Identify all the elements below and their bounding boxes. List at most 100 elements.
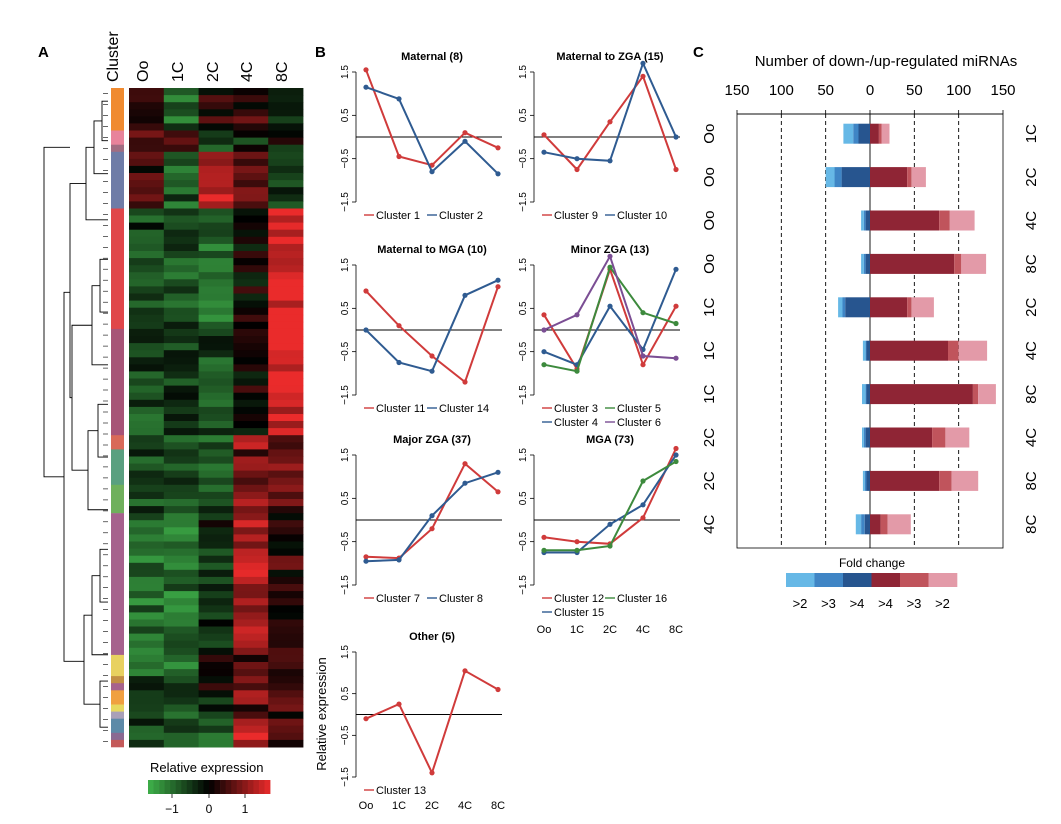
heatmap-cell xyxy=(129,208,165,217)
heatmap-cell xyxy=(233,137,269,146)
heatmap-cell xyxy=(233,201,269,209)
dendrogram-branch xyxy=(85,146,108,221)
data-point xyxy=(607,119,613,125)
heatmap-cell xyxy=(129,180,165,188)
legend-label: Cluster 5 xyxy=(617,403,661,415)
heatmap-cell xyxy=(233,314,269,323)
up-bar-segment xyxy=(961,253,987,274)
up-bar-segment xyxy=(870,514,881,535)
down-bar-segment xyxy=(864,470,867,491)
heatmap-cell xyxy=(198,243,234,252)
heatmap-cell xyxy=(129,576,165,585)
heatmap-cell xyxy=(129,187,165,195)
heatmap-cell xyxy=(163,180,199,188)
heatmap-cell xyxy=(163,704,199,713)
heatmap-legend-swatch xyxy=(225,780,232,794)
heatmap-cell xyxy=(129,548,165,557)
heatmap-cell xyxy=(129,662,165,670)
row-label-right: 8C xyxy=(1023,254,1040,273)
heatmap-cell xyxy=(198,229,234,238)
cluster-bar-segment xyxy=(111,328,124,436)
heatmap-cell xyxy=(233,598,269,606)
heatmap-cell xyxy=(163,647,199,656)
heatmap-cell xyxy=(163,676,199,684)
heatmap-cell xyxy=(268,541,304,550)
series-line xyxy=(544,460,677,552)
heatmap-cell xyxy=(268,676,304,684)
heatmap-cell xyxy=(129,88,165,96)
heatmap-cell xyxy=(129,484,165,493)
heatmap-cell xyxy=(268,357,304,365)
heatmap-cell xyxy=(198,584,234,592)
heatmap-cell xyxy=(268,399,304,408)
heatmap-cell xyxy=(163,102,199,110)
heatmap-cell xyxy=(233,725,269,734)
y-tick-label: −1.5 xyxy=(340,385,351,405)
heatmap-cell xyxy=(129,279,165,287)
legend-label: Cluster 15 xyxy=(554,607,604,619)
heatmap-cell xyxy=(163,739,199,748)
heatmap-cell xyxy=(198,343,234,351)
heatmap-cell xyxy=(163,279,199,287)
data-point xyxy=(495,284,501,290)
heatmap-cell xyxy=(268,123,304,131)
heatmap-cell xyxy=(268,378,304,387)
heatmap-cell xyxy=(198,307,234,316)
heatmap-cell xyxy=(163,293,199,302)
data-point xyxy=(574,368,580,374)
heatmap-cell xyxy=(163,534,199,542)
down-bar-segment xyxy=(834,167,842,188)
heatmap-cell xyxy=(268,151,304,160)
heatmap-cell xyxy=(198,725,234,734)
heatmap-cell xyxy=(268,180,304,188)
heatmap-legend-swatch xyxy=(181,780,188,794)
heatmap-cell xyxy=(198,718,234,727)
data-point xyxy=(396,557,402,563)
heatmap-cell xyxy=(268,697,304,705)
data-point xyxy=(495,145,501,151)
heatmap-cell xyxy=(233,130,269,139)
heatmap-cell xyxy=(129,470,165,479)
heatmap-cell xyxy=(129,201,165,209)
heatmap-legend-swatch xyxy=(203,780,210,794)
heatmap-cell xyxy=(233,718,269,727)
heatmap-cell xyxy=(233,548,269,557)
y-tick-label: 0.5 xyxy=(340,108,351,122)
heatmap-cell xyxy=(129,165,165,174)
heatmap-cell xyxy=(233,662,269,670)
heatmap-cell xyxy=(163,406,199,415)
heatmap-cell xyxy=(163,562,199,571)
heatmap-cell xyxy=(163,385,199,394)
data-point xyxy=(462,130,468,136)
heatmap-cell xyxy=(163,640,199,649)
heatmap-cell xyxy=(268,591,304,599)
subplot-title: Other (5) xyxy=(409,631,455,643)
heatmap-cell xyxy=(198,421,234,429)
heatmap-cell xyxy=(198,484,234,493)
heatmap-cell xyxy=(198,442,234,450)
heatmap-cell xyxy=(129,371,165,379)
heatmap-cell xyxy=(198,683,234,691)
down-bar-segment xyxy=(865,340,867,361)
heatmap-cell xyxy=(129,669,165,677)
heatmap-legend-tick-label: 1 xyxy=(242,802,249,816)
heatmap-cell xyxy=(163,364,199,372)
heatmap-cell xyxy=(198,180,234,188)
heatmap-cell xyxy=(163,194,199,202)
heatmap-legend-swatch xyxy=(253,780,260,794)
heatmap-cell xyxy=(268,463,304,472)
heatmap-cell xyxy=(198,562,234,571)
heatmap-cell xyxy=(129,584,165,592)
dendrogram-branch xyxy=(83,614,100,705)
heatmap-cell xyxy=(268,704,304,713)
up-bar-segment xyxy=(932,427,946,448)
heatmap-cell xyxy=(198,513,234,521)
dendrogram-branch xyxy=(99,258,108,313)
heatmap-cell xyxy=(198,555,234,564)
heatmap-cell xyxy=(129,399,165,408)
heatmap-cell xyxy=(198,158,234,167)
heatmap-cell xyxy=(268,640,304,649)
heatmap-cell xyxy=(129,619,165,628)
heatmap-cell xyxy=(268,414,304,422)
data-point xyxy=(429,169,435,175)
